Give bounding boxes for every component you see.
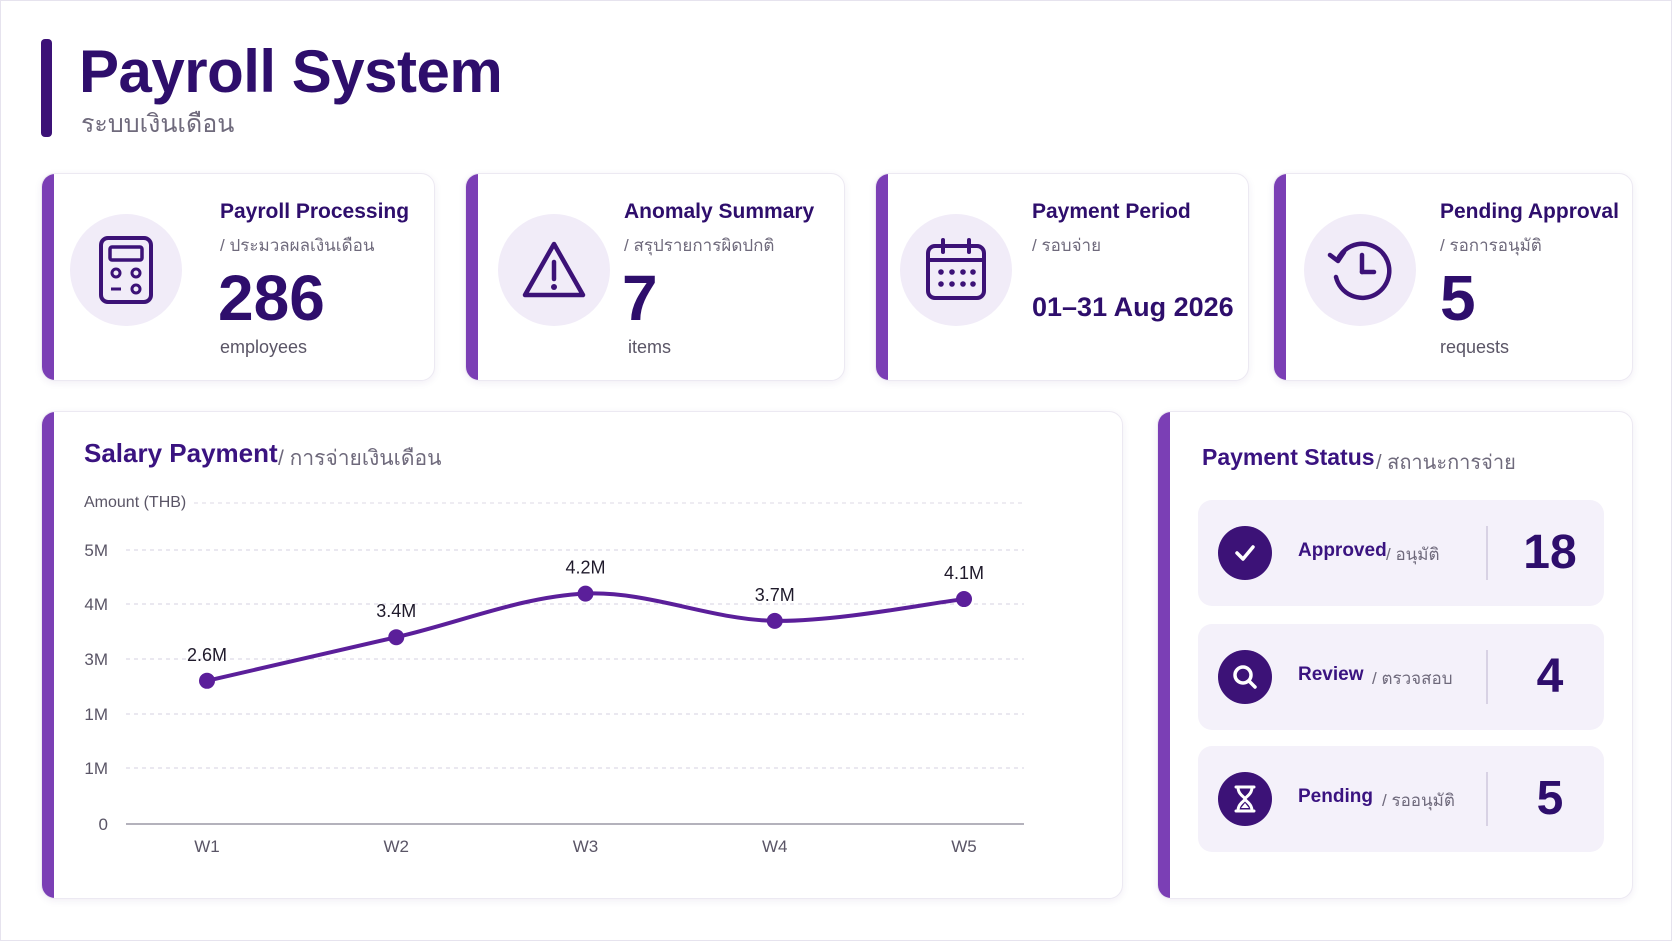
kpi-value: 01–31 Aug 2026: [1032, 292, 1234, 322]
page-title: Payroll System: [79, 38, 503, 105]
status-sublabel: / ตรวจสอบ: [1372, 669, 1453, 688]
x-tick-label: W3: [573, 837, 599, 856]
kpi-subtitle: / รอการอนุมัติ: [1440, 236, 1542, 255]
y-tick-label: 0: [99, 815, 108, 834]
status-label: Pending: [1298, 786, 1373, 807]
status-divider: [1486, 526, 1488, 580]
hourglass-icon: [1218, 772, 1272, 826]
check-icon: [1218, 526, 1272, 580]
status-count: 5: [1536, 772, 1564, 825]
kpi-unit: employees: [220, 337, 308, 357]
kpi-value: 286: [218, 262, 325, 334]
kpi-title: Payroll Processing: [220, 200, 410, 223]
kpi-value: 7: [622, 262, 658, 334]
card-accent: [1274, 174, 1286, 380]
search-icon: [1218, 650, 1272, 704]
kpi-card-pending-approval[interactable]: Pending Approval / รอการอนุมัติ 5 reques…: [1273, 173, 1633, 381]
payment-status-panel: Payment Status / สถานะการจ่าย Approved /…: [1157, 411, 1633, 899]
panel-accent: [1158, 412, 1170, 898]
kpi-card-payment-period[interactable]: Payment Period / รอบจ่าย 01–31 Aug 2026: [875, 173, 1249, 381]
data-point: [956, 591, 972, 608]
status-divider: [1486, 772, 1488, 826]
data-point: [766, 612, 783, 629]
y-tick-label: 3M: [84, 650, 108, 669]
panel-subtitle: / สถานะการจ่าย: [1376, 452, 1516, 474]
kpi-title: Pending Approval: [1440, 200, 1619, 223]
kpi-title: Payment Period: [1032, 200, 1191, 223]
salary-payment-panel: Salary Payment / การจ่ายเงินเดือน Amount…: [41, 411, 1123, 899]
salary-line-chart: Amount (THB) 0 1M 1M 3M 4M 5M 2.6M W1 3.4M W2 4.2M W…: [84, 494, 1024, 856]
kpi-subtitle: / รอบจ่าย: [1032, 236, 1102, 255]
card-accent: [876, 174, 888, 380]
status-row-pending[interactable]: Pending / รออนุมัติ 5: [1198, 746, 1604, 852]
data-point: [388, 629, 405, 646]
status-divider: [1486, 650, 1488, 704]
warning-icon: [498, 214, 610, 326]
y-tick-label: 4M: [84, 595, 108, 614]
calculator-icon: [70, 214, 182, 326]
kpi-card-anomaly-summary[interactable]: Anomaly Summary / สรุปรายการผิดปกติ 7 it…: [465, 173, 845, 381]
data-label: 2.6M: [187, 645, 227, 665]
kpi-card-payroll-processing[interactable]: Payroll Processing / ประมวลผลเงินเดือน 2…: [41, 173, 435, 381]
data-label: 3.4M: [376, 601, 416, 621]
header-accent-bar: [41, 39, 52, 137]
card-accent: [42, 174, 54, 380]
panel-title: Salary Payment: [84, 438, 278, 468]
y-tick-label: 5M: [84, 541, 108, 560]
x-tick-label: W1: [194, 837, 220, 856]
y-axis-label: Amount (THB): [84, 494, 186, 511]
kpi-subtitle: / ประมวลผลเงินเดือน: [220, 236, 375, 255]
status-count: 4: [1536, 650, 1564, 703]
status-row-approved[interactable]: Approved / อนุมัติ 18: [1198, 500, 1604, 606]
kpi-title: Anomaly Summary: [624, 200, 815, 223]
status-label: Approved: [1298, 540, 1387, 561]
y-tick-label: 1M: [84, 705, 108, 724]
x-tick-label: W5: [951, 837, 977, 856]
card-accent: [466, 174, 478, 380]
data-point: [577, 585, 594, 602]
status-sublabel: / รออนุมัติ: [1382, 791, 1455, 810]
status-sublabel: / อนุมัติ: [1386, 545, 1440, 564]
kpi-subtitle: / สรุปรายการผิดปกติ: [624, 236, 775, 255]
data-label: 3.7M: [755, 585, 795, 605]
data-point: [199, 672, 215, 689]
x-tick-label: W4: [762, 837, 788, 856]
data-label: 4.1M: [944, 563, 984, 583]
status-row-review[interactable]: Review / ตรวจสอบ 4: [1198, 624, 1604, 730]
x-tick-label: W2: [384, 837, 410, 856]
series-line: [205, 591, 966, 683]
data-label: 4.2M: [565, 558, 605, 578]
kpi-unit: items: [628, 337, 672, 357]
page-subtitle: ระบบเงินเดือน: [81, 110, 235, 138]
kpi-unit: requests: [1440, 337, 1510, 357]
panel-title: Payment Status: [1202, 444, 1375, 470]
panel-accent: [42, 412, 54, 898]
status-count: 18: [1523, 526, 1577, 579]
panel-subtitle: / การจ่ายเงินเดือน: [278, 447, 442, 470]
y-tick-label: 1M: [84, 759, 108, 778]
kpi-value: 5: [1440, 262, 1476, 334]
status-label: Review: [1298, 664, 1364, 685]
clock-icon: [1304, 214, 1416, 326]
calendar-icon: [900, 214, 1012, 326]
